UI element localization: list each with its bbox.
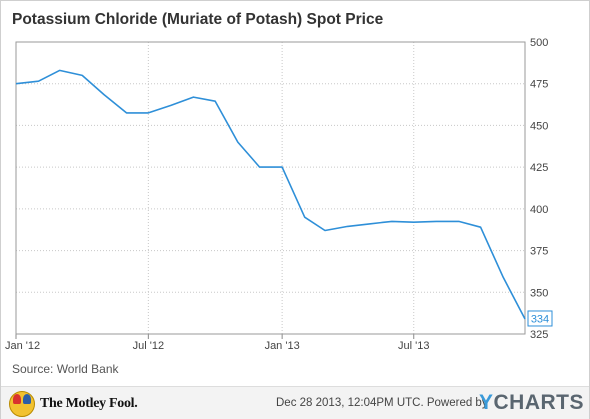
motley-fool-brand: The Motley Fool.	[40, 396, 138, 411]
last-value-label: 334	[531, 313, 549, 325]
x-tick-label: Jan '12	[5, 340, 40, 352]
y-tick-label: 425	[530, 162, 548, 174]
x-tick-label: Jul '12	[133, 340, 164, 352]
plot-area	[15, 41, 526, 335]
timestamp-text: Dec 28 2013, 12:04PM UTC. Powered by	[276, 397, 488, 409]
line-chart: 325 350 375 400 425 450 475 500 Jan '12 Jul '12 Ja…	[5, 37, 553, 352]
source-note: Source: World Bank	[12, 362, 119, 376]
y-tick-label: 325	[530, 329, 548, 341]
x-tick-label: Jan '13	[265, 340, 300, 352]
chart-title: Potassium Chloride (Muriate of Potash) S…	[12, 11, 384, 28]
y-tick-label: 450	[530, 120, 548, 132]
y-tick-label: 350	[530, 287, 548, 299]
y-tick-label: 375	[530, 246, 548, 258]
jester-hat-icon	[9, 391, 35, 417]
y-tick-label: 475	[530, 79, 548, 91]
footer-bar: The Motley Fool. Dec 28 2013, 12:04PM UT…	[1, 386, 589, 419]
motley-fool-logo[interactable]: The Motley Fool.	[9, 391, 138, 417]
x-tick-label: Jul '13	[398, 340, 429, 352]
y-tick-label: 400	[530, 204, 548, 216]
ycharts-y: Y	[479, 391, 494, 414]
ycharts-logo[interactable]: YCHARTS	[479, 391, 584, 415]
last-value-box	[527, 310, 553, 327]
y-tick-label: 500	[530, 37, 548, 49]
series-line	[15, 69, 526, 320]
ycharts-text: CHARTS	[493, 391, 585, 414]
